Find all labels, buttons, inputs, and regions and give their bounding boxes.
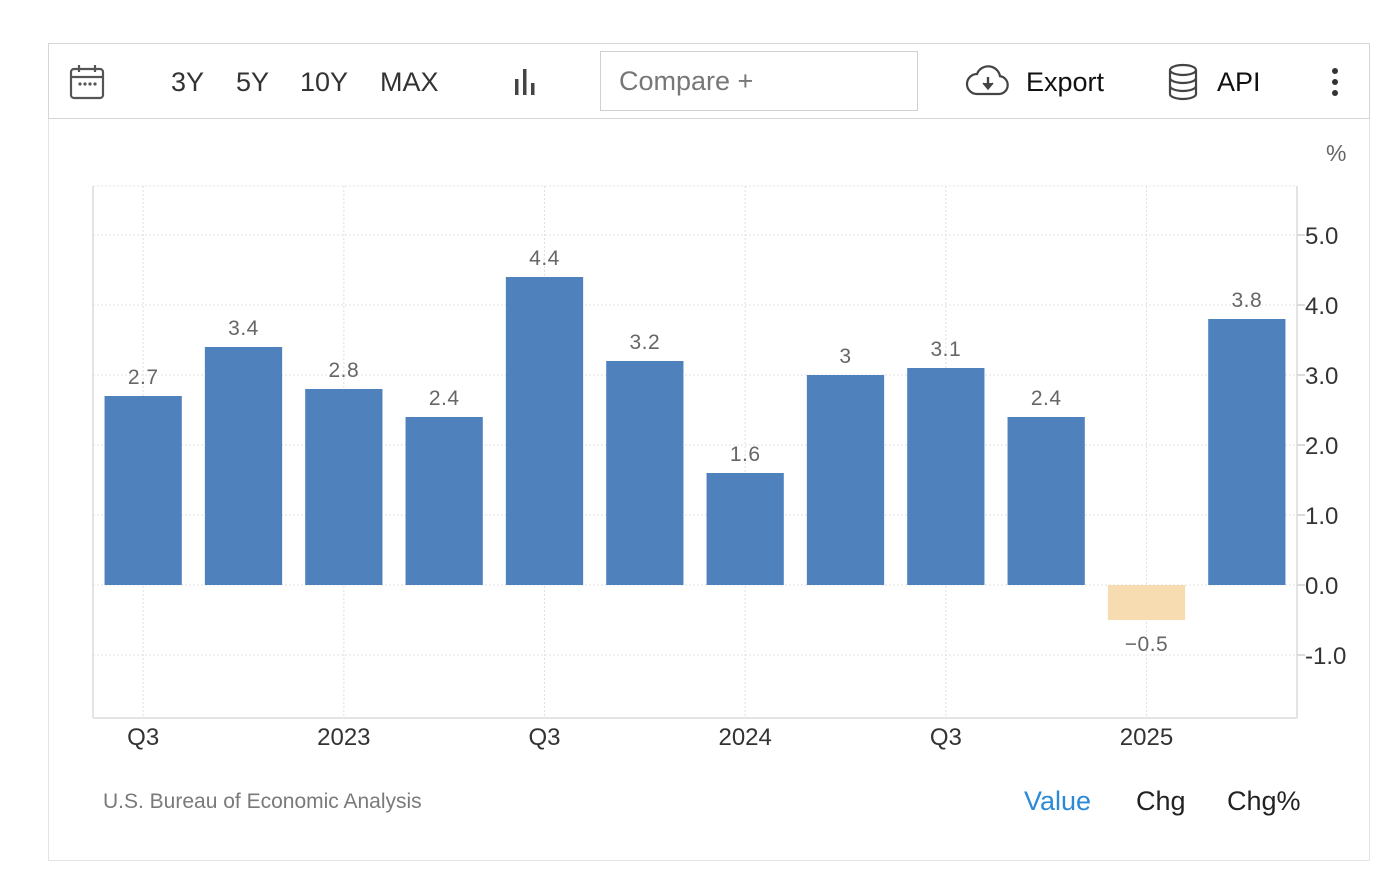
cloud-download-icon[interactable] xyxy=(965,44,1011,120)
data-source-label: U.S. Bureau of Economic Analysis xyxy=(103,790,422,813)
range-5y-button[interactable]: 5Y xyxy=(236,66,270,97)
more-vertical-icon[interactable] xyxy=(1329,44,1341,120)
api-button[interactable]: API xyxy=(1217,66,1261,97)
chg-percent-tab[interactable]: Chg% xyxy=(1227,786,1301,816)
value-tab[interactable]: Value xyxy=(1024,786,1092,816)
bar-chart-icon[interactable] xyxy=(512,44,542,120)
chart-widget xyxy=(48,43,1370,861)
calendar-icon[interactable] xyxy=(69,44,105,120)
range-10y-button[interactable]: 10Y xyxy=(300,66,349,97)
y-axis-unit-label: % xyxy=(1326,140,1347,166)
range-max-button[interactable]: MAX xyxy=(380,66,439,97)
database-icon[interactable] xyxy=(1167,44,1199,120)
export-button[interactable]: Export xyxy=(1026,66,1105,97)
chart-toolbar: 3Y 5Y 10Y MAX Compare + Export API xyxy=(48,43,1370,119)
compare-input[interactable]: Compare + xyxy=(600,51,918,111)
range-3y-button[interactable]: 3Y xyxy=(171,66,205,97)
chg-tab[interactable]: Chg xyxy=(1136,786,1186,816)
